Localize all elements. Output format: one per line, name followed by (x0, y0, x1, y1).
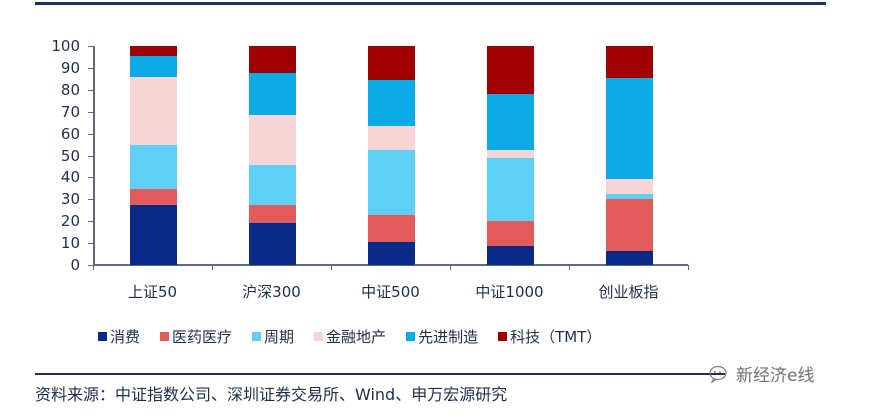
bar-segment (606, 46, 653, 79)
x-tick-mark (569, 265, 570, 270)
source-note: 资料来源：中证指数公司、深圳证券交易所、Wind、申万宏源研究 (35, 385, 508, 404)
legend-item: 金融地产 (314, 326, 386, 347)
y-tick-label: 70 (60, 102, 80, 121)
legend-swatch (252, 332, 262, 341)
bar-segment (368, 149, 415, 215)
bar-segment (249, 164, 296, 206)
bar-segment (487, 221, 534, 246)
bar-segment (487, 150, 534, 159)
bar-segment (130, 204, 177, 265)
y-tick-mark (88, 90, 94, 91)
y-tick-mark (88, 221, 94, 222)
bar-segment (606, 78, 653, 179)
bar-segment (606, 250, 653, 265)
x-tick-mark (331, 265, 332, 270)
bar-segment (606, 193, 653, 199)
legend-item: 科技（TMT） (498, 326, 601, 347)
x-tick-label: 沪深300 (242, 283, 301, 301)
legend-item: 医药医疗 (160, 326, 232, 347)
wechat-icon (709, 365, 727, 384)
legend-label: 消费 (110, 328, 141, 346)
x-tick-label: 中证500 (361, 283, 420, 301)
y-tick-label: 100 (51, 37, 80, 55)
y-tick-label: 0 (70, 256, 80, 274)
y-tick-mark (88, 112, 94, 113)
x-tick-mark (93, 265, 94, 270)
y-tick-label: 50 (60, 146, 80, 165)
stacked-bar (368, 46, 415, 265)
y-axis-line (93, 46, 95, 266)
y-tick-mark (88, 243, 94, 244)
bar-segment (606, 178, 653, 194)
y-tick-label: 60 (60, 124, 80, 143)
bottom-rule (35, 373, 725, 375)
legend-swatch (314, 332, 324, 341)
x-tick-label: 上证50 (127, 283, 178, 301)
plot-area (93, 46, 688, 265)
bar-segment (368, 46, 415, 80)
bar-segment (249, 205, 296, 224)
bar-segment (249, 73, 296, 116)
y-tick-mark (88, 156, 94, 157)
legend-swatch (160, 332, 170, 341)
top-rule (35, 2, 826, 5)
legend-swatch (406, 332, 416, 341)
y-tick-mark (88, 199, 94, 200)
y-tick-mark (88, 68, 94, 69)
y-tick-mark (88, 46, 94, 47)
y-tick-label: 40 (60, 168, 80, 187)
legend-label: 医药医疗 (172, 328, 233, 346)
legend: 消费 医药医疗 周期 金融地产 先进制造 科技（TMT） (98, 326, 621, 347)
y-tick-label: 80 (60, 80, 80, 99)
legend-item: 消费 (98, 326, 140, 347)
bar-segment (606, 198, 653, 251)
x-tick-label: 创业板指 (598, 283, 659, 301)
y-tick-label: 30 (60, 190, 80, 209)
bar-segment (130, 55, 177, 78)
legend-item: 先进制造 (406, 326, 478, 347)
watermark-text: 新经济e线 (736, 366, 815, 386)
bar-segment (368, 125, 415, 150)
stacked-bar (249, 46, 296, 265)
legend-label: 周期 (264, 328, 295, 346)
bar-segment (130, 77, 177, 146)
legend-label: 金融地产 (326, 328, 387, 346)
bar-segment (368, 79, 415, 126)
y-tick-label: 20 (60, 212, 80, 231)
bar-segment (130, 145, 177, 189)
x-tick-mark (450, 265, 451, 270)
y-tick-mark (88, 265, 94, 266)
legend-label: 科技（TMT） (510, 328, 602, 346)
bar-segment (130, 46, 177, 56)
bar-segment (130, 188, 177, 205)
bar-segment (249, 46, 296, 74)
y-tick-label: 90 (60, 58, 80, 77)
y-tick-mark (88, 177, 94, 178)
legend-swatch (498, 332, 508, 341)
bar-segment (368, 214, 415, 242)
watermark: 新经济e线 (708, 361, 814, 386)
stacked-bar (606, 46, 653, 265)
legend-label: 先进制造 (418, 328, 479, 346)
stacked-bar (487, 46, 534, 265)
x-tick-mark (688, 265, 689, 270)
x-axis-line (93, 264, 688, 266)
y-tick-label: 10 (60, 234, 80, 253)
bar-segment (249, 115, 296, 165)
bar-segment (249, 223, 296, 265)
x-tick-label: 中证1000 (475, 283, 544, 301)
bar-segment (487, 46, 534, 94)
x-tick-mark (212, 265, 213, 270)
bar-segment (487, 245, 534, 265)
stacked-bar (130, 46, 177, 265)
legend-item: 周期 (252, 326, 294, 347)
bar-segment (487, 93, 534, 151)
legend-swatch (98, 332, 107, 341)
y-tick-mark (88, 134, 94, 135)
bar-segment (368, 241, 415, 265)
bar-segment (487, 158, 534, 222)
